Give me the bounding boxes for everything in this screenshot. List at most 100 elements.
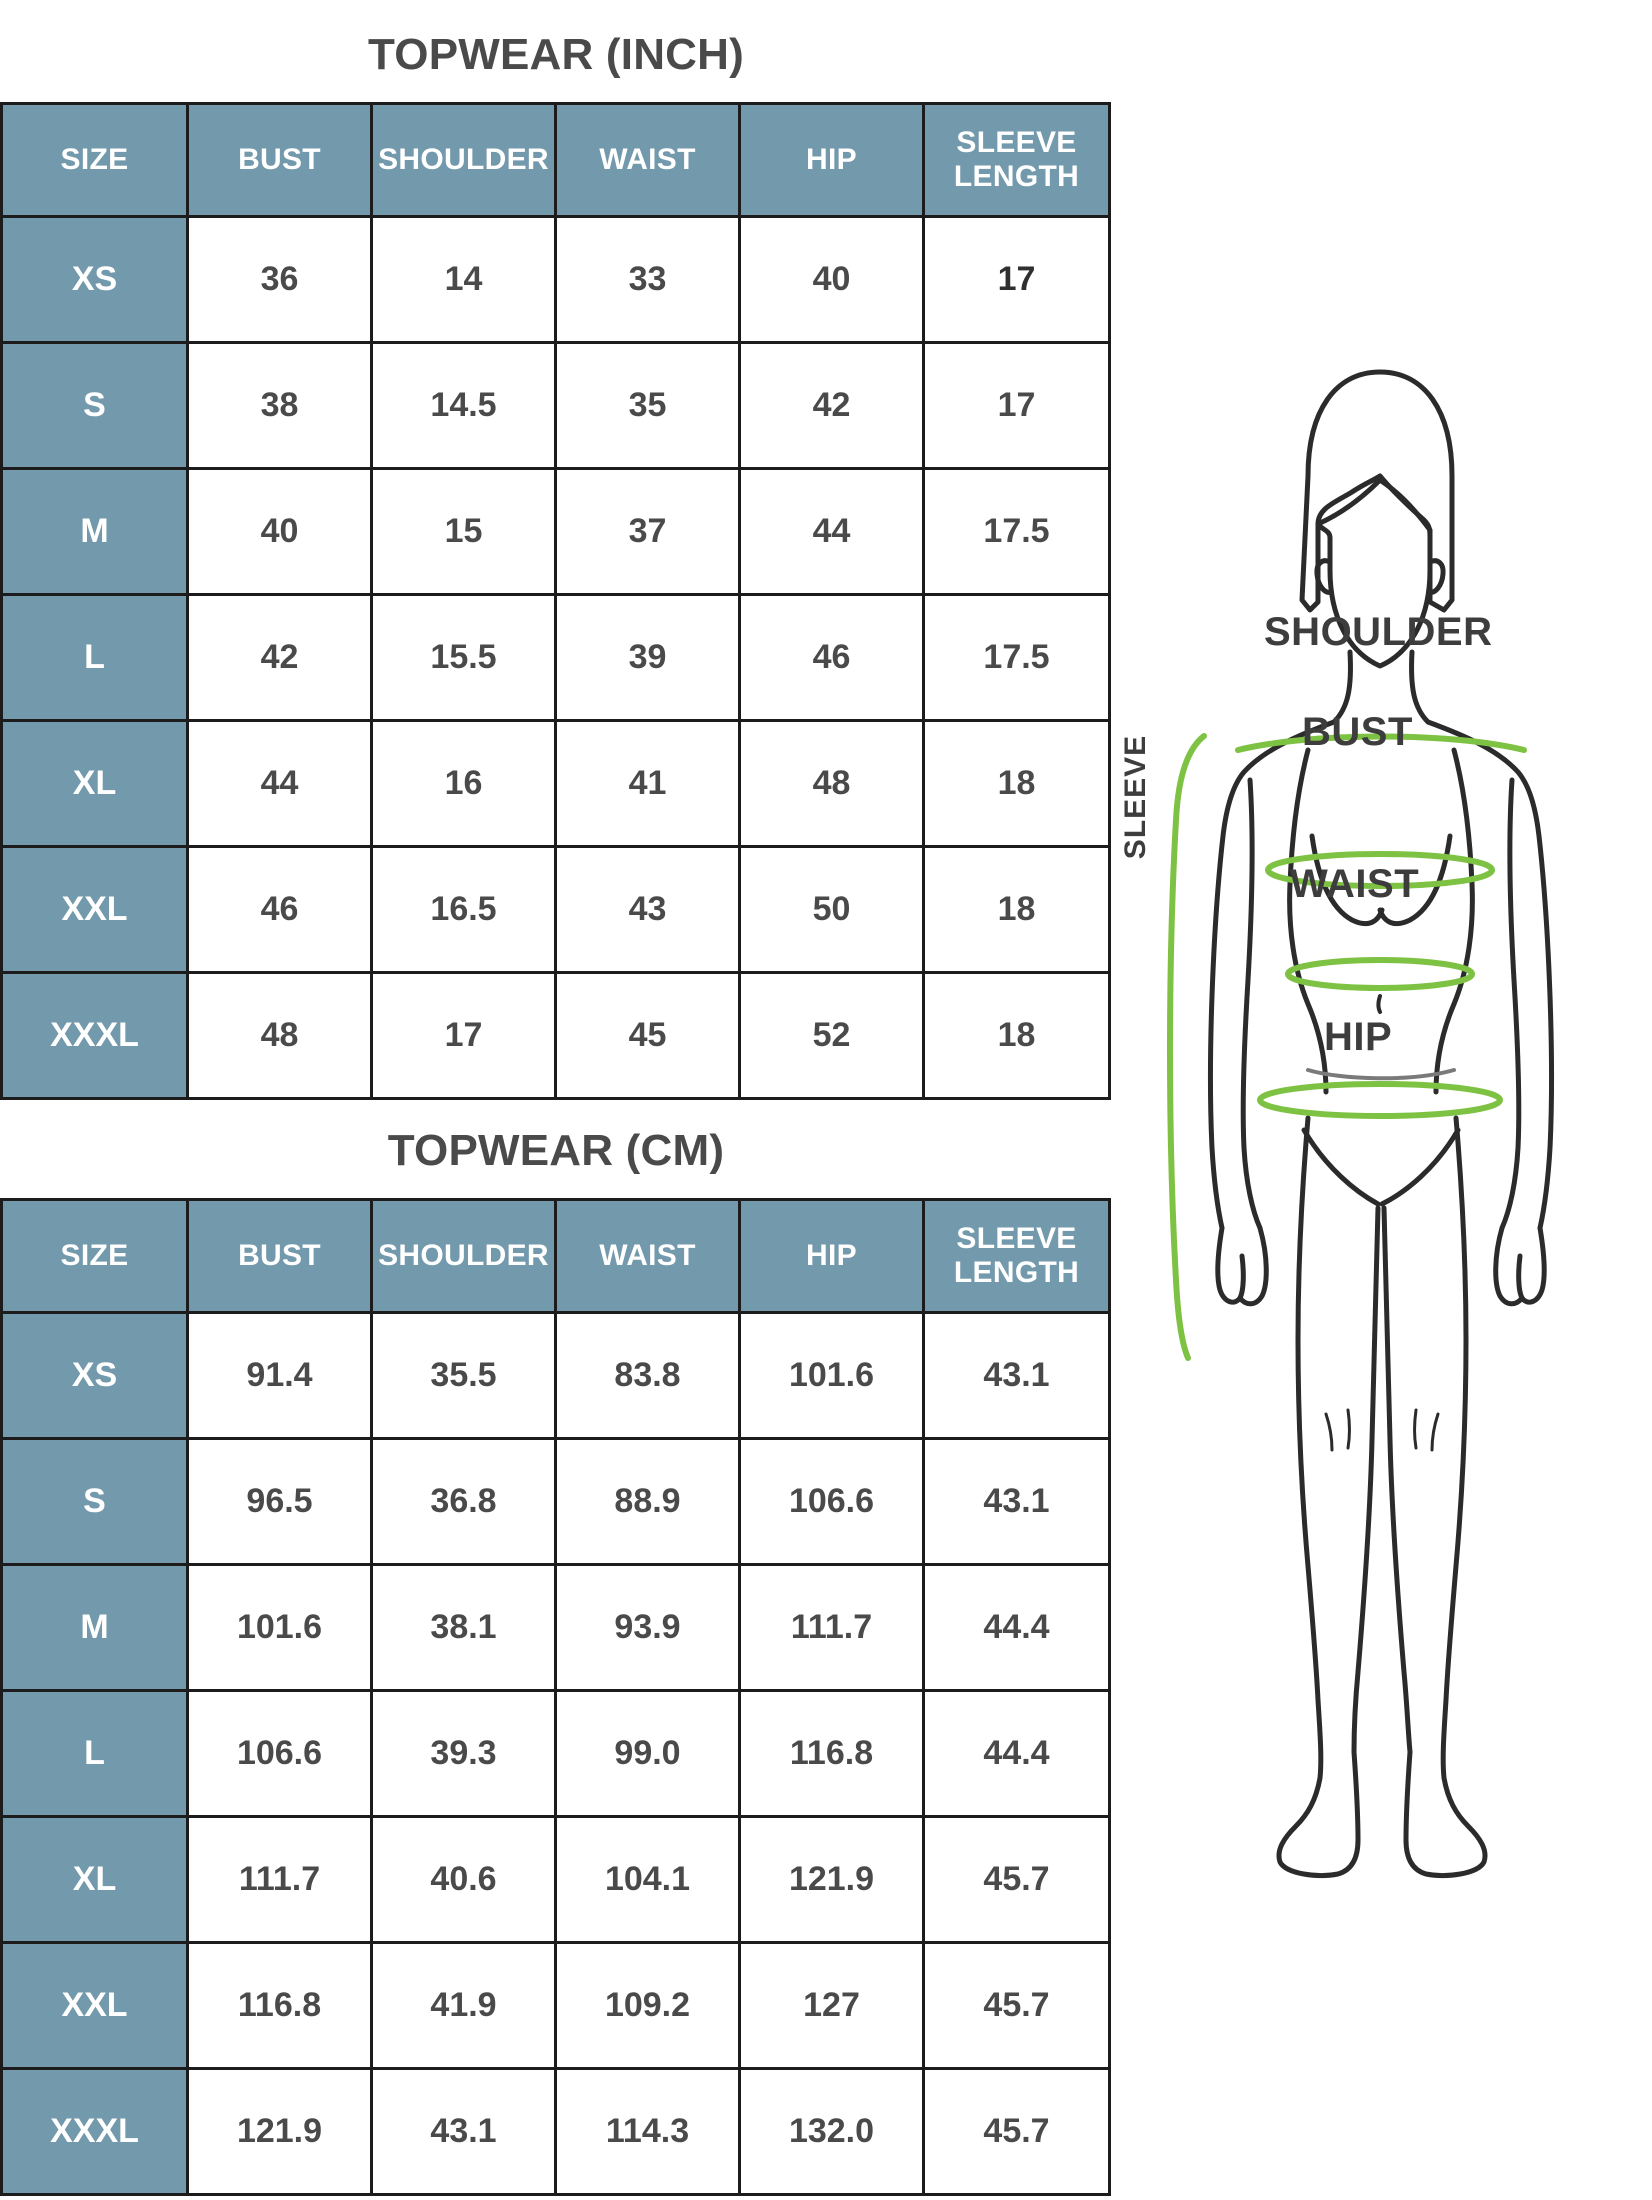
topwear-cm-table: SIZE BUST SHOULDER WAIST HIP SLEEVE LENG… <box>0 1198 1111 2196</box>
inch-table-title: TOPWEAR (INCH) <box>368 30 744 79</box>
table-row: S 38 14.5 35 42 17 <box>0 341 1111 470</box>
cell-waist: 104.1 <box>554 1815 741 1944</box>
cell-waist: 35 <box>554 341 741 470</box>
female-body-outline-icon <box>1166 369 1554 1878</box>
cell-sleeve: 45.7 <box>922 1941 1111 2070</box>
cell-waist: 41 <box>554 719 741 848</box>
cell-hip: 40 <box>738 215 925 344</box>
cell-waist: 88.9 <box>554 1437 741 1566</box>
cell-hip: 121.9 <box>738 1815 925 1944</box>
cell-size: XL <box>0 719 189 848</box>
header-size: SIZE <box>0 102 189 218</box>
cell-size: M <box>0 1563 189 1692</box>
cell-size: XL <box>0 1815 189 1944</box>
header-size: SIZE <box>0 1198 189 1314</box>
cell-waist: 43 <box>554 845 741 974</box>
header-sleeve-length: SLEEVE LENGTH <box>922 1198 1111 1314</box>
header-shoulder: SHOULDER <box>370 102 557 218</box>
cell-size: XXXL <box>0 2067 189 2196</box>
cell-sleeve: 43.1 <box>922 1311 1111 1440</box>
cell-sleeve: 18 <box>922 719 1111 848</box>
cell-waist: 39 <box>554 593 741 722</box>
cell-size: XS <box>0 215 189 344</box>
hip-measure-line <box>1257 1081 1503 1119</box>
header-sleeve-line1: SLEEVE <box>956 126 1077 160</box>
cell-waist: 33 <box>554 215 741 344</box>
sleeve-label: SLEEVE <box>1119 734 1153 860</box>
table-row: XL 111.7 40.6 104.1 121.9 45.7 <box>0 1815 1111 1944</box>
cell-hip: 116.8 <box>738 1689 925 1818</box>
cell-size: S <box>0 1437 189 1566</box>
table-row: L 106.6 39.3 99.0 116.8 44.4 <box>0 1689 1111 1818</box>
cell-shoulder: 43.1 <box>370 2067 557 2196</box>
header-hip: HIP <box>738 102 925 218</box>
cell-bust: 91.4 <box>186 1311 373 1440</box>
sleeve-measure-line <box>1166 733 1207 1361</box>
cell-size: L <box>0 1689 189 1818</box>
cell-bust: 46 <box>186 845 373 974</box>
bust-label: BUST <box>1302 710 1413 754</box>
topwear-inch-table: SIZE BUST SHOULDER WAIST HIP SLEEVE LENG… <box>0 102 1111 1100</box>
cell-sleeve: 17 <box>922 215 1111 344</box>
cell-bust: 111.7 <box>186 1815 373 1944</box>
shoulder-measure-line <box>1235 733 1527 753</box>
cell-size: M <box>0 467 189 596</box>
cell-size: XXL <box>0 1941 189 2070</box>
cell-size: XS <box>0 1311 189 1440</box>
cell-bust: 106.6 <box>186 1689 373 1818</box>
header-bust: BUST <box>186 102 373 218</box>
header-shoulder: SHOULDER <box>370 1198 557 1314</box>
cell-size: XXXL <box>0 971 189 1100</box>
cell-waist: 109.2 <box>554 1941 741 2070</box>
cell-shoulder: 15.5 <box>370 593 557 722</box>
table-row: M 40 15 37 44 17.5 <box>0 467 1111 596</box>
cm-table-title: TOPWEAR (CM) <box>387 1126 725 1175</box>
cell-bust: 38 <box>186 341 373 470</box>
cell-waist: 45 <box>554 971 741 1100</box>
cell-hip: 44 <box>738 467 925 596</box>
cell-bust: 48 <box>186 971 373 1100</box>
cell-shoulder: 36.8 <box>370 1437 557 1566</box>
cell-shoulder: 15 <box>370 467 557 596</box>
cell-shoulder: 35.5 <box>370 1311 557 1440</box>
cell-hip: 132.0 <box>738 2067 925 2196</box>
header-bust: BUST <box>186 1198 373 1314</box>
table-row: XS 36 14 33 40 17 <box>0 215 1111 344</box>
table-row: XXL 46 16.5 43 50 18 <box>0 845 1111 974</box>
hip-label: HIP <box>1324 1015 1393 1059</box>
header-waist: WAIST <box>554 102 741 218</box>
header-sleeve-length: SLEEVE LENGTH <box>922 102 1111 218</box>
cell-sleeve: 18 <box>922 845 1111 974</box>
cell-hip: 52 <box>738 971 925 1100</box>
cell-waist: 93.9 <box>554 1563 741 1692</box>
cell-bust: 36 <box>186 215 373 344</box>
bust-measure-line <box>1265 851 1495 889</box>
cell-shoulder: 40.6 <box>370 1815 557 1944</box>
cell-hip: 50 <box>738 845 925 974</box>
cell-sleeve: 45.7 <box>922 1815 1111 1944</box>
body-diagram-column: SHOULDER BUST WAIST HIP SLEEVE <box>1112 0 1652 2200</box>
cell-shoulder: 38.1 <box>370 1563 557 1692</box>
waist-measure-line <box>1285 957 1475 991</box>
cell-bust: 116.8 <box>186 1941 373 2070</box>
header-sleeve-line2: LENGTH <box>953 1256 1080 1289</box>
table-header-row: SIZE BUST SHOULDER WAIST HIP SLEEVE LENG… <box>0 1198 1111 1314</box>
cell-hip: 101.6 <box>738 1311 925 1440</box>
header-waist: WAIST <box>554 1198 741 1314</box>
cell-sleeve: 44.4 <box>922 1689 1111 1818</box>
table-row: S 96.5 36.8 88.9 106.6 43.1 <box>0 1437 1111 1566</box>
cell-sleeve: 17.5 <box>922 593 1111 722</box>
cell-bust: 42 <box>186 593 373 722</box>
cell-sleeve: 17.5 <box>922 467 1111 596</box>
table-header-row: SIZE BUST SHOULDER WAIST HIP SLEEVE LENG… <box>0 102 1111 218</box>
cell-bust: 40 <box>186 467 373 596</box>
header-sleeve-line1: SLEEVE <box>956 1222 1077 1256</box>
cell-shoulder: 17 <box>370 971 557 1100</box>
cell-sleeve: 17 <box>922 341 1111 470</box>
cell-shoulder: 41.9 <box>370 1941 557 2070</box>
header-sleeve-line2: LENGTH <box>953 160 1080 193</box>
cell-shoulder: 16 <box>370 719 557 848</box>
cell-hip: 48 <box>738 719 925 848</box>
cell-waist: 99.0 <box>554 1689 741 1818</box>
